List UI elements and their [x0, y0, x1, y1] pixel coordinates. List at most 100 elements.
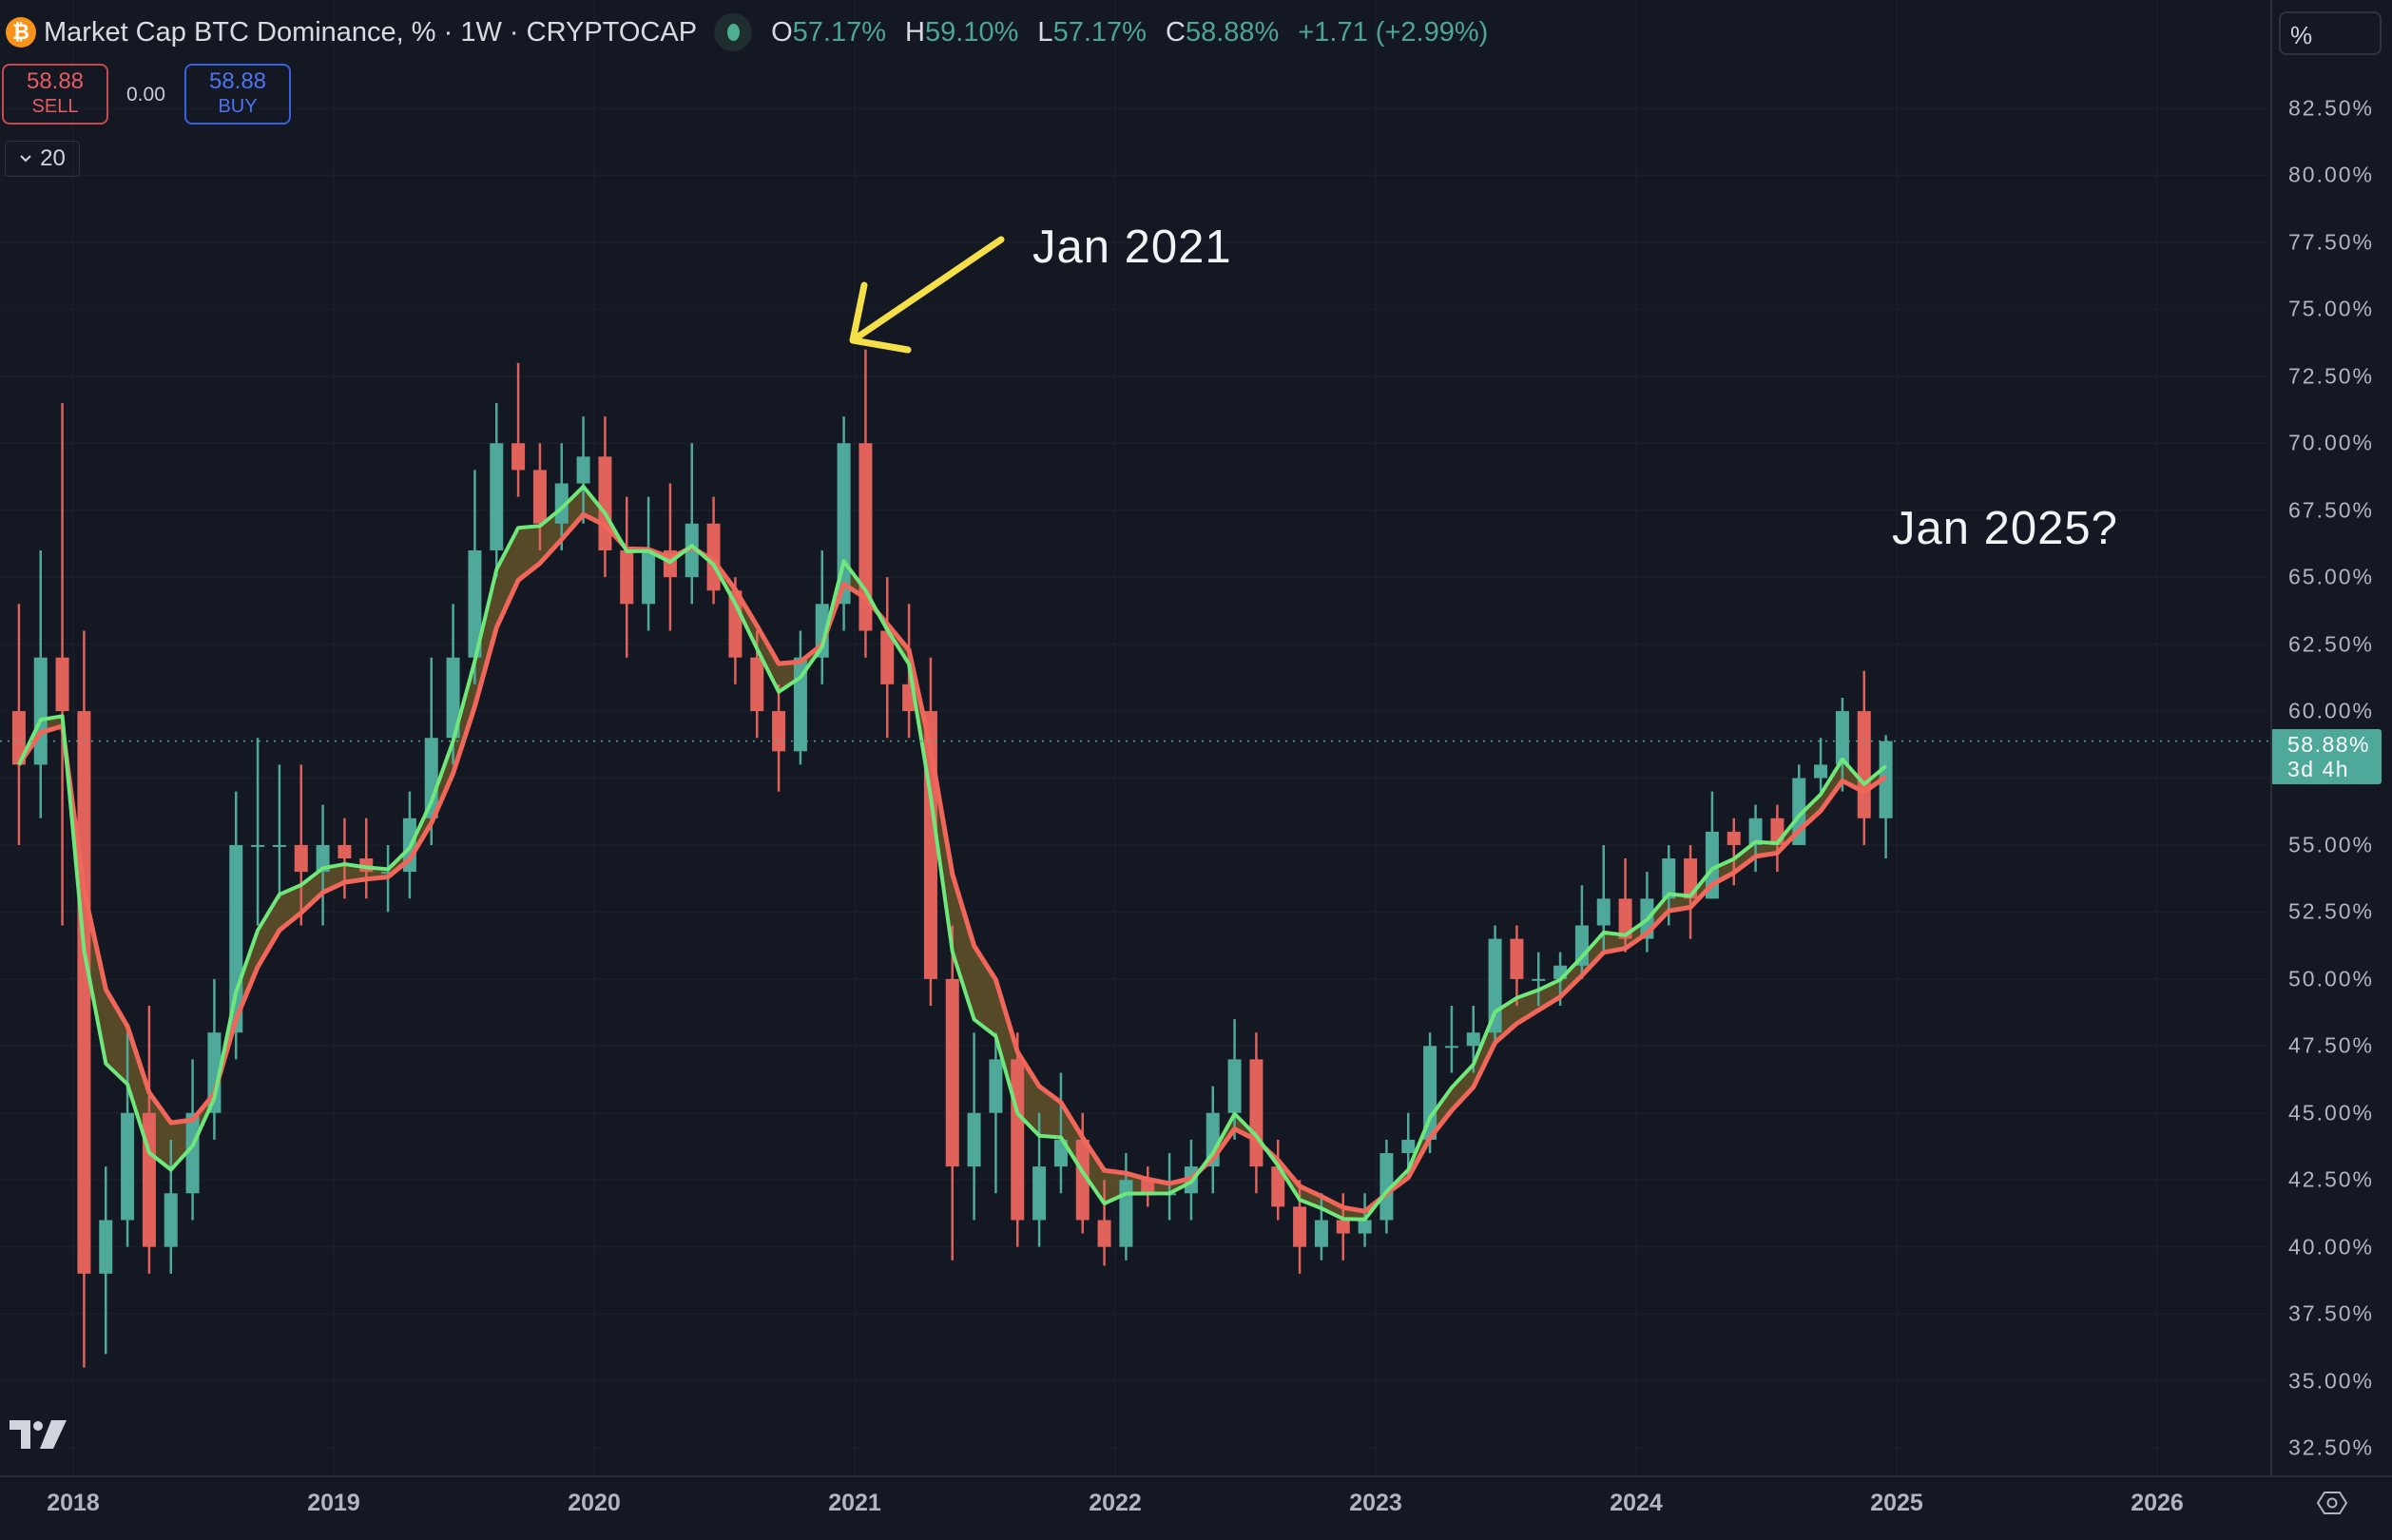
price-tick: 45.00% — [2288, 1100, 2375, 1126]
candle-body — [772, 711, 786, 752]
candle-body — [1857, 711, 1871, 818]
bitcoin-icon: ₿ — [6, 17, 36, 48]
price-tick: 67.50% — [2288, 497, 2375, 523]
candle-body — [620, 549, 634, 605]
candle-body — [338, 844, 352, 859]
candle-body — [989, 1059, 1003, 1113]
open-value: 57.17% — [792, 16, 886, 48]
candle-body — [1466, 1032, 1480, 1047]
candle-body — [490, 443, 504, 550]
symbol-title[interactable]: Market Cap BTC Dominance, % · 1W · CRYPT… — [44, 16, 698, 48]
time-tick: 2024 — [1610, 1490, 1663, 1516]
time-axis[interactable] — [0, 1475, 2392, 1540]
candle-body — [1011, 1059, 1025, 1221]
time-tick: 2025 — [1870, 1490, 1923, 1516]
price-tick: 42.50% — [2288, 1166, 2375, 1192]
open-key: O — [771, 16, 793, 48]
candle-body — [880, 630, 895, 684]
time-tick: 2021 — [828, 1490, 881, 1516]
sell-button[interactable]: 58.88 SELL — [2, 64, 108, 125]
candle-body — [1748, 818, 1763, 845]
candle-body — [1075, 1139, 1090, 1221]
candle-body — [1879, 741, 1893, 818]
candle-body — [251, 844, 265, 847]
candle-body — [1401, 1139, 1416, 1154]
candle-body — [164, 1193, 178, 1247]
time-tick: 2022 — [1089, 1490, 1142, 1516]
price-tick: 47.50% — [2288, 1032, 2375, 1058]
chevron-down-icon — [20, 155, 31, 163]
candle-body — [294, 844, 308, 873]
ohlc-values: O57.17% H59.10% L57.17% C58.88% +1.71 (+… — [771, 17, 1499, 48]
ma-fast-line — [17, 484, 1887, 1222]
arrow-annotation[interactable] — [849, 236, 1005, 354]
high-key: H — [905, 16, 925, 48]
price-tick: 65.00% — [2288, 564, 2375, 589]
price-tick: 77.50% — [2288, 229, 2375, 255]
high-value: 59.10% — [925, 16, 1019, 48]
candle-body — [576, 456, 590, 484]
close-key: C — [1165, 16, 1186, 48]
candle-body — [1835, 711, 1849, 765]
price-tick: 60.00% — [2288, 698, 2375, 723]
buy-button[interactable]: 58.88 BUY — [184, 64, 291, 125]
candle-body — [1032, 1166, 1047, 1221]
candle-body — [446, 657, 460, 739]
sell-label: SELL — [31, 96, 79, 117]
scale-unit-button[interactable]: % — [2279, 11, 2382, 55]
time-tick: 2018 — [47, 1490, 100, 1516]
time-tick: 2026 — [2131, 1490, 2184, 1516]
time-tick: 2023 — [1349, 1490, 1402, 1516]
candle-body — [11, 711, 26, 765]
price-axis[interactable] — [2270, 0, 2392, 1476]
candle-body — [1662, 858, 1676, 899]
candle-body — [1358, 1220, 1372, 1234]
indicators-toggle[interactable]: 20 — [5, 141, 80, 177]
low-value: 57.17% — [1052, 16, 1147, 48]
candle-body — [642, 549, 656, 605]
candle-body — [55, 657, 69, 712]
candle-body — [1271, 1166, 1285, 1207]
candle-body — [1053, 1139, 1068, 1167]
candle-body — [1684, 858, 1698, 899]
candle-body — [554, 483, 569, 524]
candle-body — [511, 443, 526, 471]
candle-body — [945, 978, 959, 1167]
last-price-label: 58.88% 3d 4h — [2272, 729, 2382, 784]
candle-body — [316, 844, 330, 873]
time-tick: 2019 — [307, 1490, 360, 1516]
candle-body — [1336, 1220, 1350, 1234]
candle-body — [1379, 1153, 1394, 1221]
price-tick: 50.00% — [2288, 966, 2375, 991]
candle-body — [99, 1220, 113, 1274]
candle-body — [1510, 938, 1524, 979]
change-value: +1.71 (+2.99%) — [1298, 16, 1489, 48]
spread-value: 0.00 — [126, 84, 165, 106]
candle-body — [1097, 1220, 1111, 1247]
price-tick: 35.00% — [2288, 1368, 2375, 1394]
buy-label: BUY — [218, 96, 258, 117]
candle-body — [1726, 831, 1741, 845]
price-tick: 40.00% — [2288, 1234, 2375, 1260]
gear-icon[interactable] — [2316, 1491, 2348, 1515]
candle-body — [381, 872, 395, 875]
annotation-jan-2025[interactable]: Jan 2025? — [1892, 503, 2118, 554]
market-status-dot-icon[interactable] — [714, 13, 753, 51]
candle-body — [1227, 1059, 1242, 1113]
price-tick: 70.00% — [2288, 430, 2375, 455]
price-tick: 37.50% — [2288, 1300, 2375, 1326]
price-chart[interactable] — [0, 0, 2270, 1475]
sell-price: 58.88 — [26, 68, 85, 94]
annotation-jan-2021[interactable]: Jan 2021 — [1032, 221, 1232, 273]
candle-body — [1596, 898, 1611, 926]
candle-body — [750, 657, 764, 712]
candle-body — [1293, 1206, 1307, 1247]
ma-slow-line — [16, 511, 1888, 1214]
candle-body — [468, 549, 482, 658]
tradingview-logo[interactable] — [10, 1418, 70, 1451]
candle-body — [1618, 898, 1632, 939]
candle-body — [1532, 978, 1546, 981]
price-tick: 62.50% — [2288, 631, 2375, 657]
candle-body — [1444, 1046, 1458, 1049]
price-tick: 72.50% — [2288, 363, 2375, 389]
